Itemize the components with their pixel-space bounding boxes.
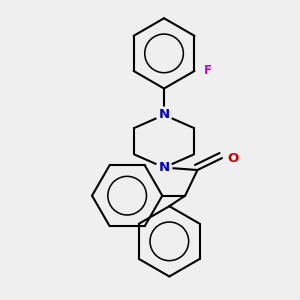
Text: F: F (204, 64, 212, 77)
Text: O: O (227, 152, 239, 165)
Text: N: N (158, 108, 169, 122)
Circle shape (156, 160, 172, 175)
Text: N: N (158, 161, 169, 174)
Circle shape (156, 107, 172, 123)
